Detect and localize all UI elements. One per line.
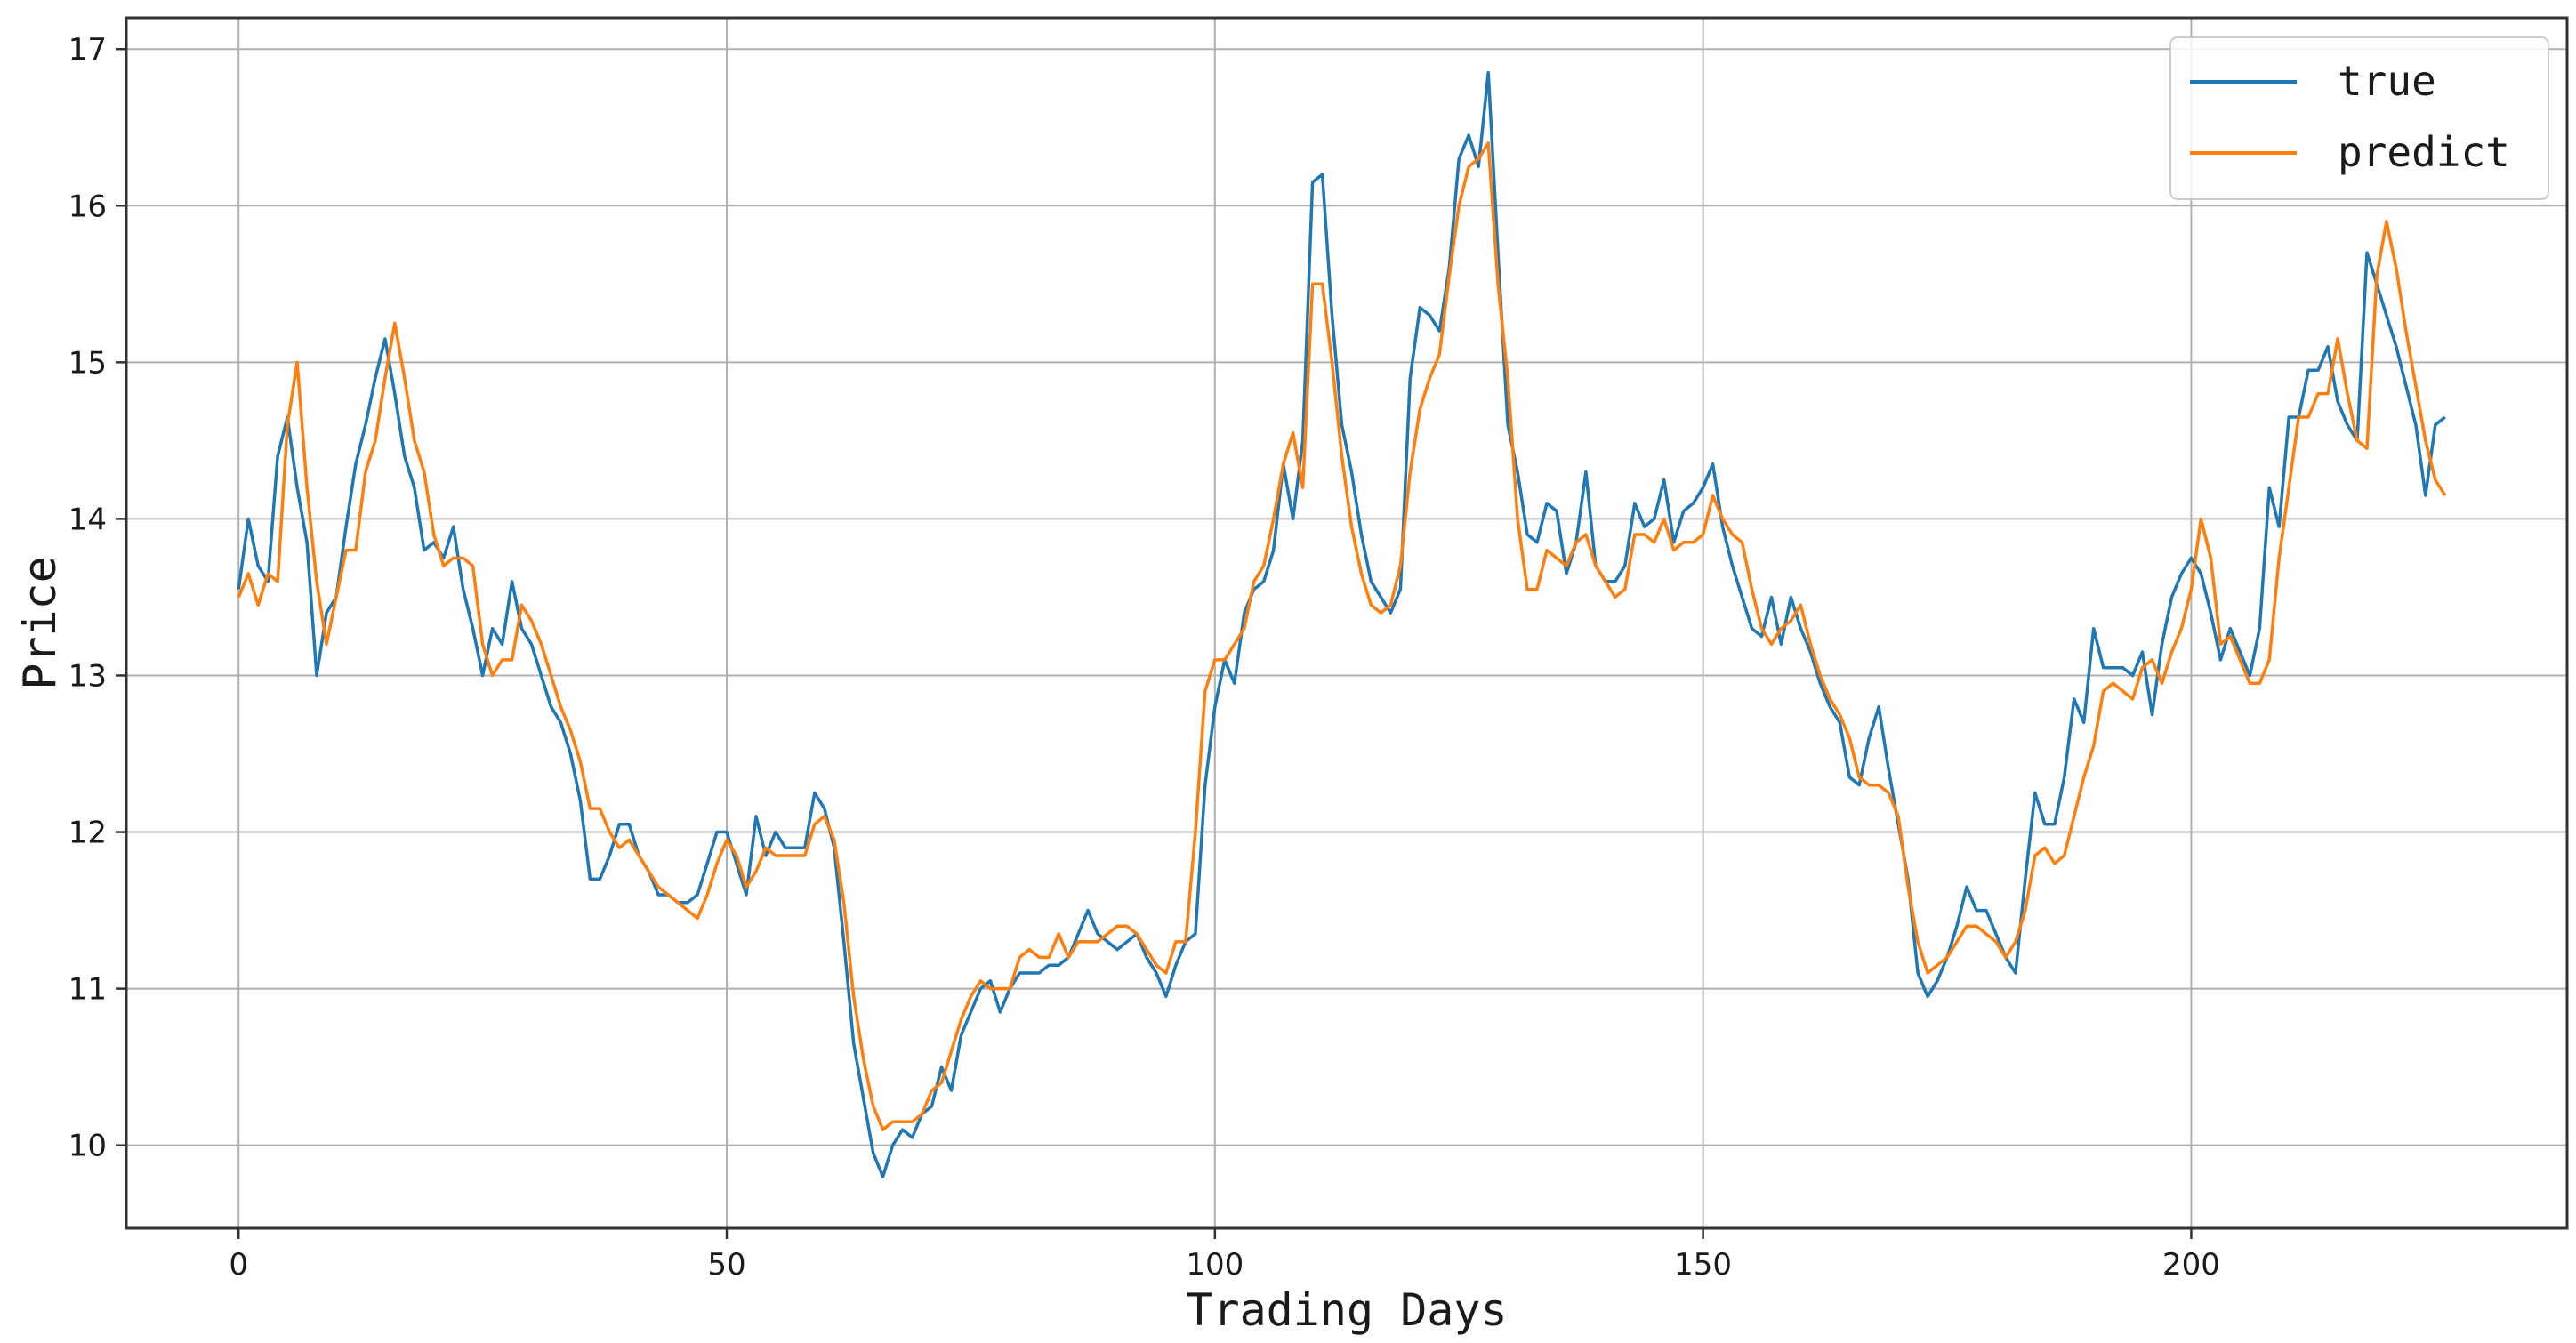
plot-frame bbox=[125, 16, 2569, 1230]
x-tick-label: 200 bbox=[2162, 1247, 2220, 1283]
series-line-true bbox=[237, 70, 2446, 1178]
legend-label-true: true bbox=[2338, 57, 2436, 105]
legend-label-predict: predict bbox=[2338, 128, 2510, 176]
y-tick-label: 11 bbox=[68, 972, 107, 1008]
legend: true predict bbox=[2169, 36, 2549, 200]
y-tick-label: 14 bbox=[68, 502, 107, 537]
axis-ticks: 0 50 100 150 200 10 11 12 13 14 15 16 17 bbox=[68, 32, 2220, 1283]
x-tick-label: 50 bbox=[707, 1247, 745, 1283]
y-axis-title: Price bbox=[14, 556, 66, 690]
series-lines bbox=[237, 70, 2447, 1178]
y-tick-label: 13 bbox=[68, 658, 107, 694]
series-line-predict bbox=[237, 141, 2447, 1131]
y-tick-label: 12 bbox=[68, 816, 107, 851]
x-tick-label: 150 bbox=[1674, 1247, 1732, 1283]
y-tick-label: 17 bbox=[68, 32, 107, 68]
x-axis-title: Trading Days bbox=[1186, 1284, 1507, 1336]
x-tick-label: 0 bbox=[229, 1247, 248, 1283]
x-tick-label: 100 bbox=[1186, 1247, 1244, 1283]
legend-box bbox=[2169, 36, 2549, 200]
y-tick-label: 16 bbox=[68, 189, 107, 224]
grid bbox=[126, 18, 2567, 1228]
y-tick-label: 15 bbox=[68, 345, 107, 381]
y-tick-label: 10 bbox=[68, 1129, 107, 1164]
